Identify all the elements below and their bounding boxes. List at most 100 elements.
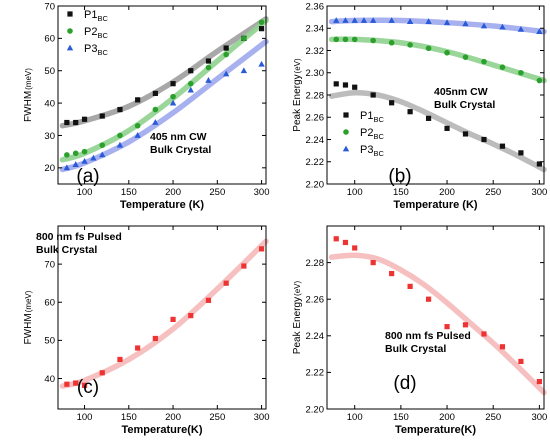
x-axis-title: Temperature(K) bbox=[121, 424, 202, 436]
data-point-a-1-6 bbox=[152, 106, 159, 113]
x-tick-label: 300 bbox=[254, 412, 270, 423]
legend-label-0: P1BC bbox=[360, 110, 384, 124]
data-point-a-0-5 bbox=[135, 97, 141, 103]
data-point-b-1-10 bbox=[499, 64, 506, 70]
data-point-b-0-11 bbox=[518, 150, 524, 156]
data-point-b-0-8 bbox=[462, 131, 469, 137]
data-point-b-2-7 bbox=[425, 18, 432, 24]
panel-label: (d) bbox=[393, 373, 416, 394]
data-point-c-0-5 bbox=[135, 345, 141, 351]
y-tick-label: 50 bbox=[44, 336, 55, 347]
y-tick-label: 2.22 bbox=[306, 368, 325, 379]
x-tick-label: 300 bbox=[531, 412, 547, 423]
y-tick-label: 60 bbox=[44, 298, 55, 309]
legend-label-1: P2BC bbox=[360, 127, 384, 141]
legend-label-sub: BC bbox=[97, 14, 108, 23]
annotation-text: Bulk Crystal bbox=[385, 343, 446, 355]
plot-frame bbox=[57, 225, 267, 410]
legend-label-main: P2 bbox=[84, 26, 97, 38]
data-point-a-1-10 bbox=[223, 51, 229, 58]
data-point-b-2-10 bbox=[480, 22, 488, 29]
data-point-c-0-12 bbox=[258, 246, 265, 252]
data-point-c-0-0 bbox=[64, 381, 70, 387]
data-point-a-0-7 bbox=[170, 81, 176, 87]
y-tick-label: 70 bbox=[44, 1, 55, 12]
panel-c: 100 150 200 250 300 40 50 60 70 Temperature(K) FWH… bbox=[23, 225, 270, 436]
data-point-a-2-6 bbox=[134, 132, 141, 138]
data-point-c-0-9 bbox=[205, 297, 212, 303]
data-point-b-1-4 bbox=[388, 39, 395, 46]
annotation-text: Bulk Crystal bbox=[36, 244, 97, 256]
data-point-b-0-9 bbox=[481, 136, 487, 143]
panel-d: 100 150 200 250 300 2.20 2.22 2.24 2.26 2.28 Tempe… bbox=[292, 225, 547, 436]
legend-label-sub: BC bbox=[373, 132, 384, 141]
x-tick-label: 200 bbox=[439, 187, 455, 198]
data-point-d-0-5 bbox=[407, 283, 413, 289]
fit-line-d-0 bbox=[328, 252, 547, 396]
x-tick-label: 300 bbox=[531, 187, 547, 198]
legend-label-sub: BC bbox=[97, 48, 108, 57]
x-tick-label: 100 bbox=[347, 412, 363, 423]
y-tick-label: 20 bbox=[44, 163, 55, 174]
data-point-a-2-5 bbox=[116, 141, 124, 148]
data-point-b-1-11 bbox=[518, 69, 524, 76]
data-point-b-2-12 bbox=[517, 25, 525, 32]
y-axis-title: FWHM(meV) bbox=[23, 290, 34, 344]
data-point-a-0-9 bbox=[205, 58, 212, 64]
fit-line-a-1 bbox=[59, 17, 269, 163]
x-tick-label: 100 bbox=[77, 412, 93, 423]
data-point-a-1-7 bbox=[170, 93, 176, 100]
y-tick-label: 2.34 bbox=[306, 24, 325, 35]
y-tick-label: 2.26 bbox=[306, 113, 325, 124]
data-point-b-0-10 bbox=[499, 143, 506, 149]
data-point-a-2-11 bbox=[222, 70, 230, 77]
data-point-a-2-4 bbox=[99, 151, 106, 158]
data-point-b-1-8 bbox=[462, 54, 469, 60]
data-point-d-0-8 bbox=[462, 322, 469, 328]
data-point-a-2-10 bbox=[205, 77, 212, 83]
fit-line-a-2 bbox=[59, 38, 269, 173]
data-point-d-0-6 bbox=[425, 296, 432, 302]
data-point-d-0-11 bbox=[518, 358, 524, 365]
legend: P1BC P2BC P3BC bbox=[342, 110, 384, 158]
data-point-c-0-4 bbox=[117, 356, 123, 363]
data-point-b-0-6 bbox=[425, 115, 432, 121]
y-axis-title-main: FWHM bbox=[23, 313, 34, 344]
data-point-b-0-5 bbox=[407, 109, 413, 115]
y-tick-label: 2.22 bbox=[306, 157, 325, 168]
x-tick-label: 200 bbox=[165, 412, 181, 423]
legend-marker-2 bbox=[342, 145, 350, 152]
data-point-d-0-7 bbox=[444, 324, 450, 330]
fit-line-a-0 bbox=[59, 16, 269, 129]
y-axis-title-unit: (meV) bbox=[24, 290, 33, 312]
data-point-b-2-11 bbox=[499, 23, 506, 30]
y-axis-title-main: Peak Energy bbox=[292, 74, 303, 131]
fit-line-c-0 bbox=[59, 238, 269, 389]
panel-b: 100 150 200 250 300 2.20 2.22 2.24 2.26 2.28 2.30 2… bbox=[292, 1, 547, 211]
legend-label-main: P1 bbox=[84, 9, 97, 21]
y-tick-label: 40 bbox=[44, 98, 55, 109]
y-tick-label: 2.28 bbox=[306, 90, 325, 101]
y-axis-title: FWHM(meV) bbox=[23, 68, 34, 122]
annotation-text: 800 nm fs Pulsed bbox=[36, 231, 122, 243]
data-point-a-0-12 bbox=[258, 26, 265, 32]
legend-label-main: P3 bbox=[84, 43, 97, 55]
data-point-a-2-9 bbox=[187, 86, 194, 93]
data-point-b-0-4 bbox=[389, 100, 395, 106]
y-axis-title-unit: (eV) bbox=[293, 280, 302, 295]
data-point-a-1-1 bbox=[72, 150, 79, 157]
y-tick-label: 30 bbox=[44, 131, 55, 142]
x-tick-label: 250 bbox=[209, 187, 225, 198]
y-tick-label: 40 bbox=[44, 374, 55, 385]
annotation-text: Bulk Crystal bbox=[434, 99, 495, 111]
x-tick-label: 200 bbox=[165, 187, 181, 198]
data-point-b-1-7 bbox=[444, 49, 450, 56]
data-point-b-0-7 bbox=[444, 125, 450, 131]
y-tick-label: 2.26 bbox=[306, 295, 325, 306]
x-axis-title: Temperature (K) bbox=[393, 199, 477, 211]
data-point-b-1-2 bbox=[351, 36, 358, 43]
legend-label-2: P3BC bbox=[84, 43, 108, 57]
data-point-a-0-6 bbox=[152, 90, 158, 96]
legend-label-2: P3BC bbox=[360, 144, 384, 158]
